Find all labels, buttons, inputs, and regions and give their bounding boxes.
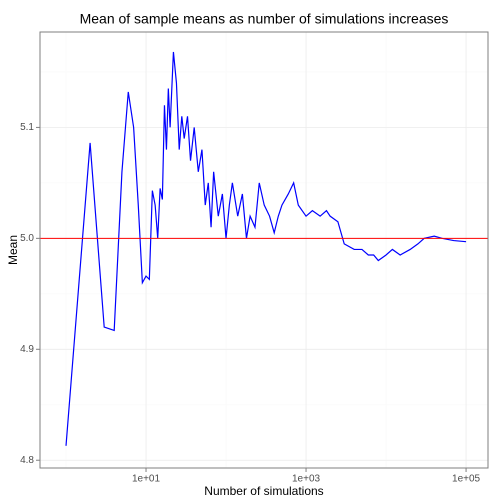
chart-title: Mean of sample means as number of simula… [80,11,449,27]
y-tick-label: 5.0 [20,233,34,244]
plot-border [39,31,489,469]
y-axis-label: Mean [6,235,20,265]
y-tick-label: 5.1 [20,122,34,133]
y-tick-label: 4.9 [20,344,34,355]
y-tick-label: 4.8 [20,455,34,466]
plot-background [40,32,488,468]
x-axis-label: Number of simulations [204,484,323,498]
data-line [65,51,467,446]
x-tick-label: 1e+01 [132,474,161,485]
x-tick-label: 1e+03 [292,474,321,485]
x-tick-label: 1e+05 [452,474,481,485]
